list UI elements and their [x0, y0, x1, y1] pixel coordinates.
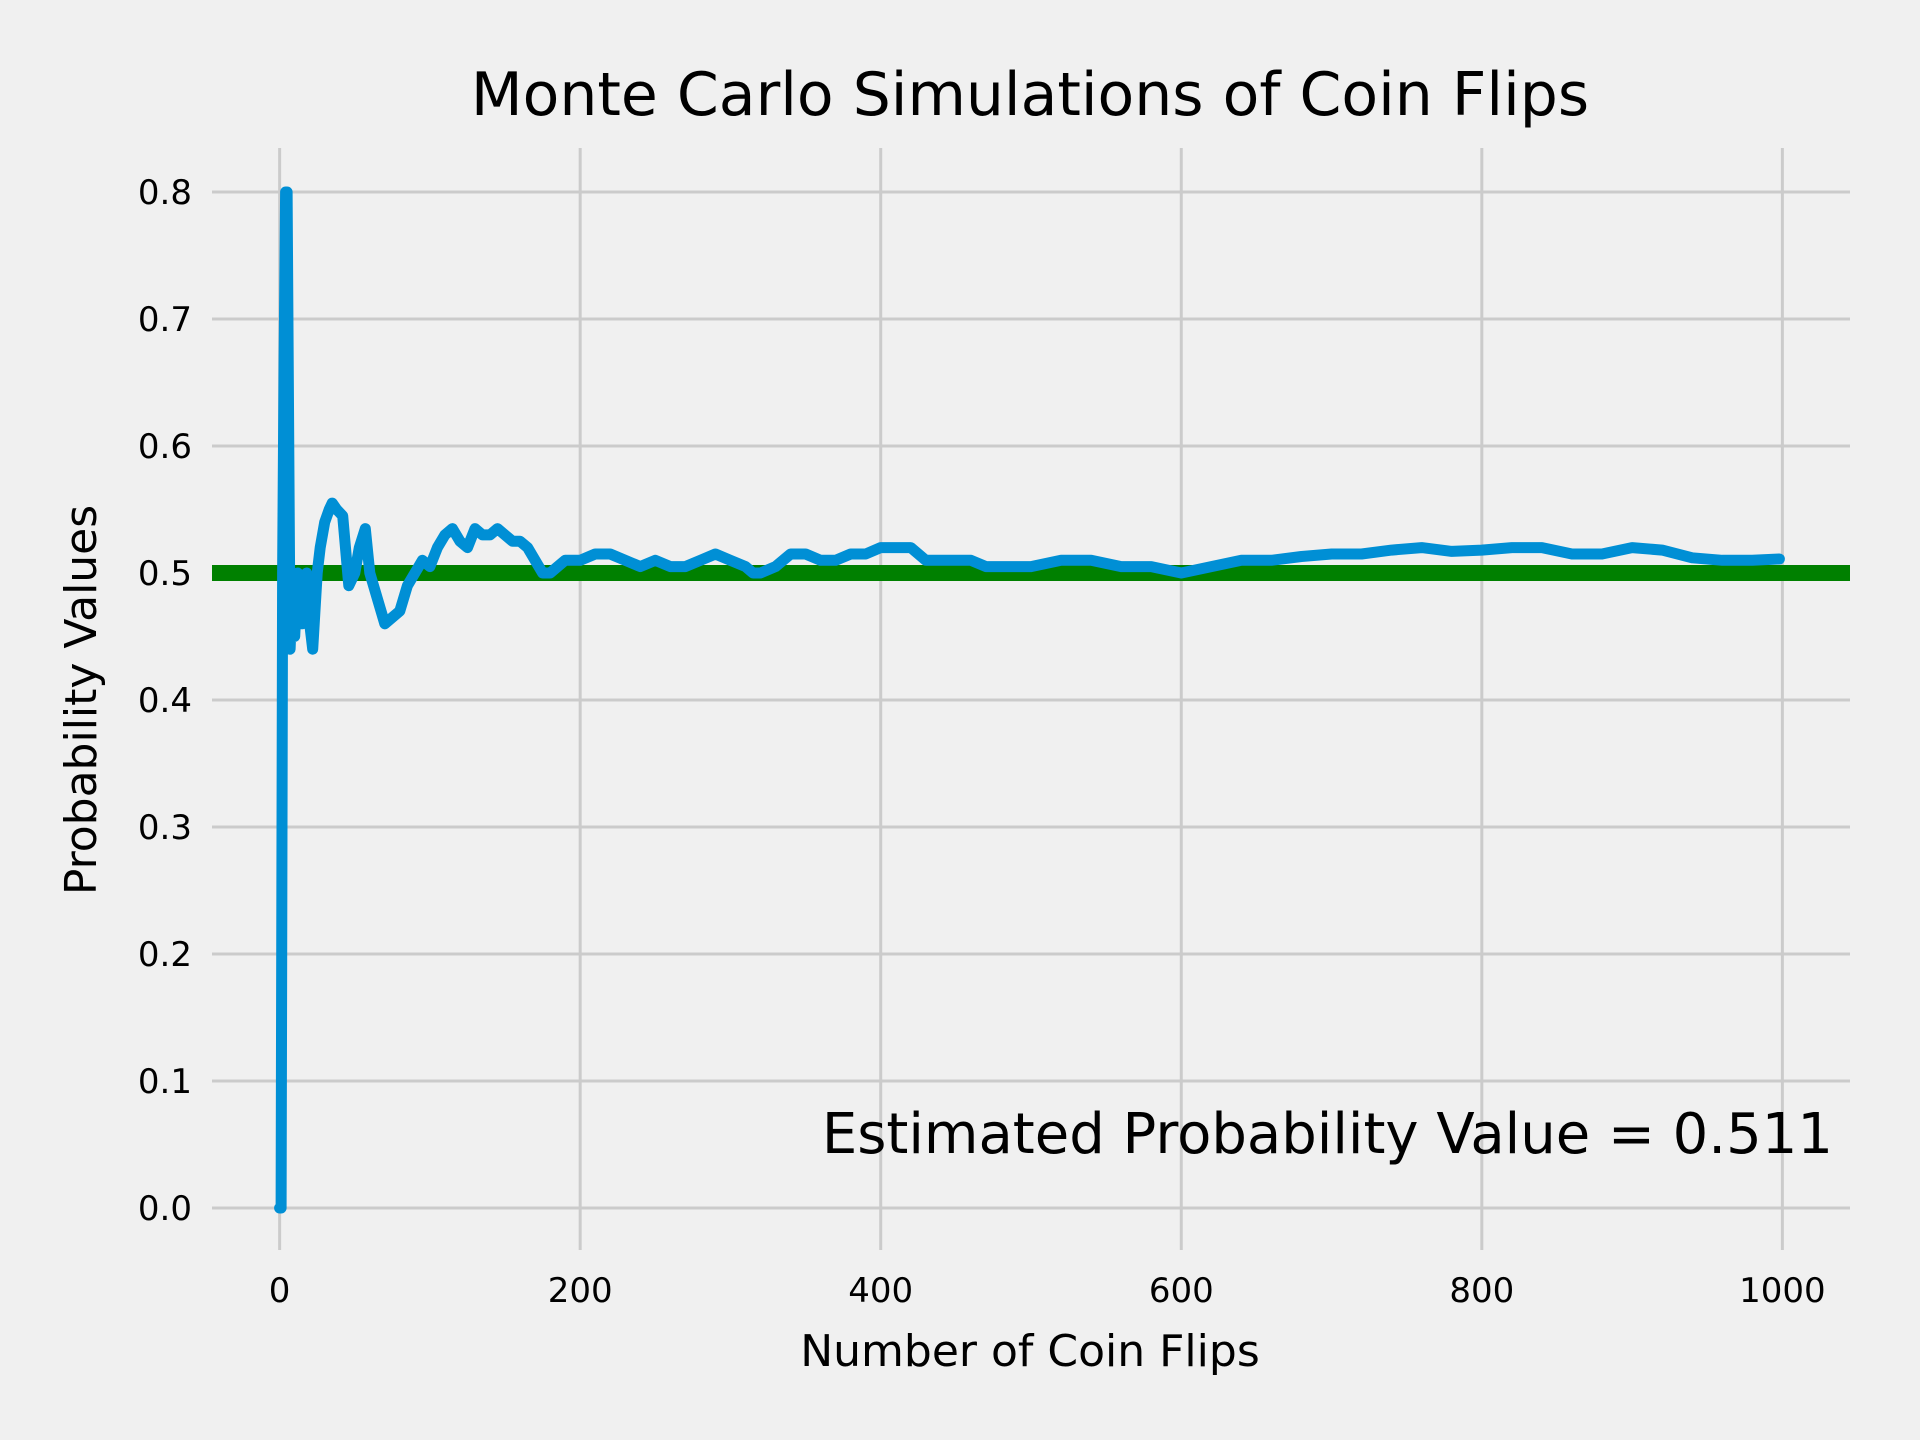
x-axis-label: Number of Coin Flips: [800, 1326, 1260, 1377]
x-tick-label: 800: [1449, 1271, 1514, 1311]
grid-lines: [212, 148, 1850, 1250]
y-tick-label: 0.3: [138, 808, 192, 848]
y-tick-label: 0.5: [138, 554, 192, 594]
x-tick-label: 400: [848, 1271, 913, 1311]
y-tick-label: 0.6: [138, 427, 192, 467]
x-tick-label: 1000: [1739, 1271, 1826, 1311]
estimate-annotation: Estimated Probability Value = 0.511: [822, 1102, 1833, 1167]
tick-labels: 0 200 400 600 800 1000 0.0 0.1 0.2 0.3 0.4 0.5 0.6 0.…: [138, 173, 1826, 1311]
x-tick-label: 600: [1149, 1271, 1214, 1311]
y-tick-label: 0.2: [138, 935, 192, 975]
y-axis-label: Probability Values: [56, 505, 107, 895]
probability-series-line: [274, 186, 1785, 1214]
y-tick-label: 0.1: [138, 1062, 192, 1102]
x-tick-label: 200: [548, 1271, 613, 1311]
chart-title: Monte Carlo Simulations of Coin Flips: [471, 60, 1589, 130]
y-tick-label: 0.4: [138, 681, 192, 721]
y-tick-label: 0.7: [138, 300, 192, 340]
data-series: [212, 186, 1850, 1214]
y-tick-label: 0.0: [138, 1189, 192, 1229]
y-tick-label: 0.8: [138, 173, 192, 213]
x-tick-label: 0: [269, 1271, 291, 1311]
